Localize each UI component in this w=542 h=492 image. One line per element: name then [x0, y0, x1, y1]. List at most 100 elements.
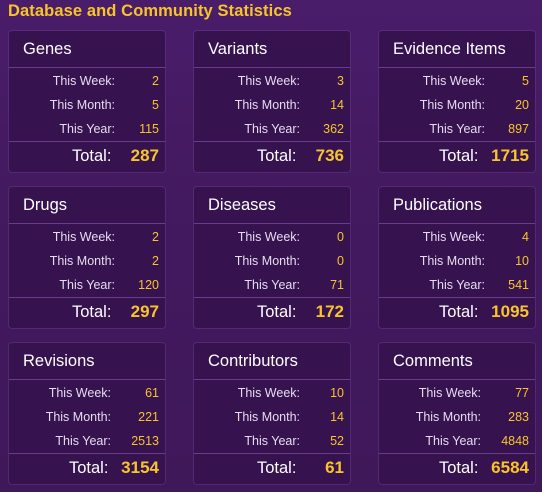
stat-label-month: This Month:: [45, 410, 111, 424]
card-divider: [194, 379, 350, 380]
stat-value-month: 14: [330, 98, 344, 112]
total-label: Total:: [69, 459, 109, 477]
stat-row-year: This Year: 2513: [9, 434, 165, 452]
total-label: Total:: [257, 147, 297, 165]
stat-row-year: This Year: 115: [9, 122, 165, 140]
stat-row-year: This Year: 120: [9, 278, 165, 296]
card-title: Genes: [23, 40, 72, 58]
stat-value-year: 4848: [501, 434, 529, 448]
stat-value-month: 14: [330, 410, 344, 424]
stat-label-week: This Week:: [237, 386, 300, 400]
stat-card-diseases: Diseases This Week: 0 This Month: 0 This…: [194, 187, 350, 328]
stat-label-week: This Week:: [52, 74, 115, 88]
total-label: Total:: [439, 459, 479, 477]
stat-row-week: This Week: 2: [9, 230, 165, 248]
stat-value-week: 2: [152, 230, 159, 244]
card-divider: [379, 453, 535, 454]
stat-card-variants: Variants This Week: 3 This Month: 14 Thi…: [194, 31, 350, 172]
card-divider: [9, 67, 165, 68]
stat-label-week: This Week:: [52, 230, 115, 244]
stat-value-month: 5: [152, 98, 159, 112]
card-title: Contributors: [208, 352, 298, 370]
stat-value-year: 115: [139, 122, 159, 136]
total-label: Total:: [72, 147, 112, 165]
stat-card-comments: Comments This Week: 77 This Month: 283 T…: [379, 343, 535, 484]
stat-label-month: This Month:: [415, 410, 481, 424]
stat-value-month: 20: [515, 98, 529, 112]
stat-label-year: This Year:: [425, 434, 481, 448]
stat-label-year: This Year:: [244, 122, 300, 136]
stat-value-month: 10: [515, 254, 529, 268]
total-row: Total: 1095: [379, 301, 535, 325]
stat-row-year: This Year: 362: [194, 122, 350, 140]
stat-card-evidence-items: Evidence Items This Week: 5 This Month: …: [379, 31, 535, 172]
card-title: Evidence Items: [393, 40, 506, 58]
card-divider: [9, 223, 165, 224]
total-label: Total:: [439, 147, 479, 165]
stat-card-revisions: Revisions This Week: 61 This Month: 221 …: [9, 343, 165, 484]
stat-row-week: This Week: 77: [379, 386, 535, 404]
stat-card-genes: Genes This Week: 2 This Month: 5 This Ye…: [9, 31, 165, 172]
card-divider: [194, 141, 350, 142]
stat-row-month: This Month: 5: [9, 98, 165, 116]
stat-label-week: This Week:: [237, 230, 300, 244]
stat-label-week: This Week:: [422, 74, 485, 88]
stat-row-year: This Year: 541: [379, 278, 535, 296]
stat-value-week: 2: [152, 74, 159, 88]
total-row: Total: 736: [194, 145, 350, 169]
stat-value-week: 5: [522, 74, 529, 88]
total-row: Total: 1715: [379, 145, 535, 169]
stat-row-month: This Month: 2: [9, 254, 165, 272]
stat-label-year: This Year:: [244, 278, 300, 292]
stat-row-month: This Month: 14: [194, 410, 350, 428]
total-label: Total:: [439, 303, 479, 321]
total-row: Total: 3154: [9, 457, 165, 481]
stat-row-week: This Week: 3: [194, 74, 350, 92]
stat-label-month: This Month:: [234, 410, 300, 424]
stat-row-month: This Month: 20: [379, 98, 535, 116]
stat-row-month: This Month: 283: [379, 410, 535, 428]
total-label: Total:: [257, 303, 297, 321]
card-title: Revisions: [23, 352, 95, 370]
stat-label-month: This Month:: [419, 98, 485, 112]
stat-row-week: This Week: 4: [379, 230, 535, 248]
stat-card-contributors: Contributors This Week: 10 This Month: 1…: [194, 343, 350, 484]
stat-label-year: This Year:: [429, 122, 485, 136]
total-label: Total:: [257, 459, 297, 477]
total-value: 172: [315, 302, 344, 321]
card-divider: [9, 379, 165, 380]
total-row: Total: 61: [194, 457, 350, 481]
stat-row-week: This Week: 10: [194, 386, 350, 404]
stat-value-year: 2513: [131, 434, 159, 448]
stat-value-month: 2: [152, 254, 159, 268]
card-divider: [194, 223, 350, 224]
stat-value-year: 52: [330, 434, 344, 448]
stat-label-year: This Year:: [55, 434, 111, 448]
stat-value-year: 541: [508, 278, 529, 292]
card-title: Publications: [393, 196, 482, 214]
card-divider: [9, 453, 165, 454]
stat-row-year: This Year: 71: [194, 278, 350, 296]
stat-value-year: 897: [508, 122, 529, 136]
total-row: Total: 297: [9, 301, 165, 325]
stat-label-week: This Week:: [48, 386, 111, 400]
stat-value-year: 120: [138, 278, 159, 292]
total-row: Total: 6584: [379, 457, 535, 481]
card-divider: [194, 453, 350, 454]
stat-value-month: 0: [337, 254, 344, 268]
total-value: 3154: [121, 458, 159, 477]
stat-row-month: This Month: 14: [194, 98, 350, 116]
stat-label-month: This Month:: [234, 254, 300, 268]
stat-row-month: This Month: 10: [379, 254, 535, 272]
stat-label-year: This Year:: [59, 278, 115, 292]
stat-row-week: This Week: 2: [9, 74, 165, 92]
stat-value-year: 362: [323, 122, 344, 136]
card-divider: [9, 297, 165, 298]
card-divider: [379, 297, 535, 298]
total-value: 6584: [491, 458, 529, 477]
total-value: 1095: [491, 302, 529, 321]
stat-value-week: 10: [330, 386, 344, 400]
card-title: Comments: [393, 352, 473, 370]
stat-label-week: This Week:: [422, 230, 485, 244]
stat-row-year: This Year: 52: [194, 434, 350, 452]
